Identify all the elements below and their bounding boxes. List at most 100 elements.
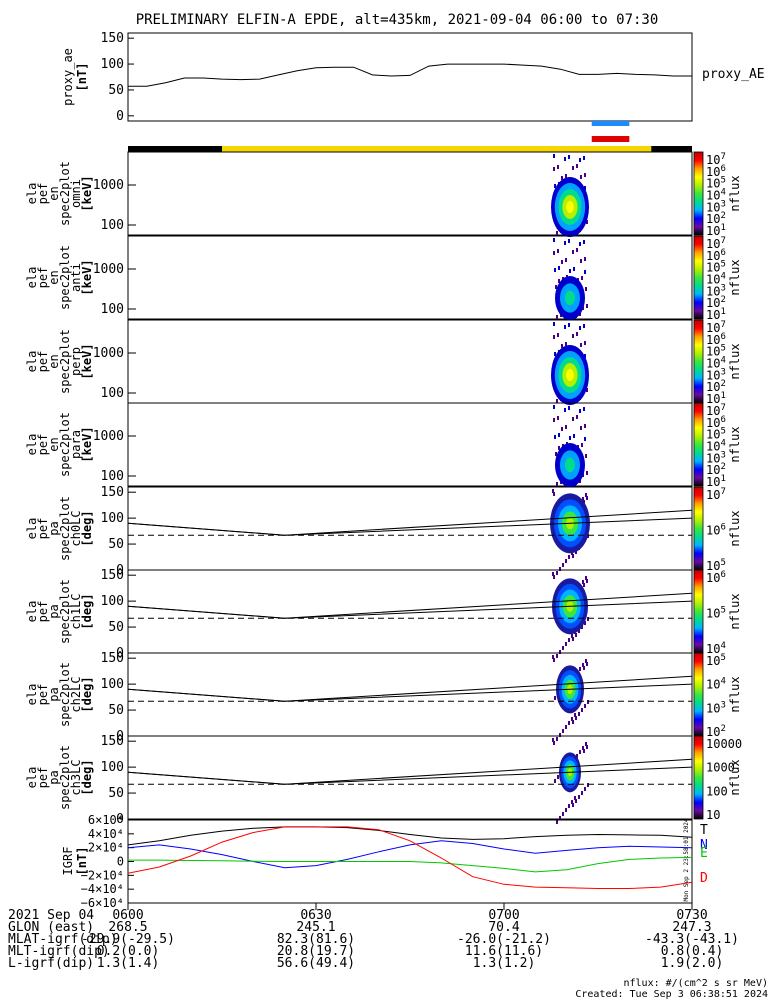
spectrogram-pixel [586,471,588,475]
colorbar-tick-label: 106 [706,570,726,585]
spectrogram-pixel [561,260,563,264]
spectrogram-pixel [584,257,586,261]
pitch-angle-pixel [572,554,574,558]
igrf-ytick-label: 2×10⁴ [88,841,124,855]
igrf-ylabel-unit: [nT] [75,847,89,876]
pitch-angle-pixel [554,779,556,783]
igrf-ytick-label: −2×10⁴ [81,868,124,882]
spectrogram-frame [127,402,693,487]
colorbar-label: nflux [728,259,742,295]
panel-ylabel: spec2plot [58,745,72,810]
spectrogram-pixel [558,446,560,450]
spectrogram-blob [566,369,574,381]
pitch-angle-ytick-label: 100 [101,760,124,775]
footer-row-label: L-igrf(dip) [8,956,94,971]
pitch-angle-pixel [559,816,561,820]
panel-ylabel: [deg] [80,676,94,712]
colorbar-label: nflux [728,175,742,211]
pitch-angle-pixel [583,666,585,670]
panel-ylabel: spec2plot [58,662,72,727]
pitch-angle-ytick-label: 100 [101,677,124,692]
pitch-angle-pixel [586,579,588,583]
colorbar-tick-exp: 6 [720,415,725,425]
spectrogram-pixel [583,240,585,244]
spectrogram-panel: 1000100elapefenspec2plotomni[keV]1071061… [25,151,742,238]
colorbar-tick-exp: 7 [720,487,725,497]
spectrogram-pixel [580,259,582,263]
panel-ylabel: spec2plot [58,412,72,477]
colorbar-tick-exp: 4 [720,439,725,449]
spectrogram-pixel [568,406,570,410]
panel-ylabel: pef [36,767,50,789]
spectrogram-pixel [564,408,566,412]
pitch-angle-ytick-label: 150 [101,734,124,749]
spectrogram-pixel [586,220,588,224]
pitch-angle-pixel [581,708,583,712]
spectrogram-pixel [555,285,557,289]
spectrogram-frame [127,319,693,404]
spectrogram-panel: 1000100elapefenspec2plotanti[keV]1071061… [25,235,742,322]
spectrogram-pixel [585,287,587,291]
pitch-angle-pixel [552,489,554,493]
pitch-angle-pixel [582,580,584,584]
spectrogram-pixel [554,352,556,356]
igrf-legend-T: T [700,823,708,838]
panel-ylabel: ela [25,518,39,540]
top-ylabel-unit: [nT] [75,63,89,92]
colorbar-tick-exp: 1 [720,307,725,317]
panel-ylabel: ch2LC [69,676,83,712]
footer-value: 82.3(81.6) [277,932,355,947]
spectrogram-pixel [572,334,574,338]
pitch-angle-ytick-label: 150 [101,651,124,666]
colorbar-tick-exp: 6 [720,523,725,533]
spectrogram-pixel [565,342,567,346]
spectrogram-pixel [556,399,558,403]
spectrogram-pixel [564,157,566,161]
panel-ylabel: pef [36,351,50,373]
pitch-angle-pixel [553,492,555,496]
pitch-angle-pixel [579,667,581,671]
colorbar-label: nflux [728,510,742,546]
colorbar-rect [693,486,704,571]
panel-ylabel: en [47,437,61,451]
spectrogram-blob [565,457,575,473]
panel-ylabel: spec2plot [58,579,72,644]
pitch-angle-pixel [574,713,576,717]
spectrogram-panel: 1000100elapefenspec2plotperp[keV]1071061… [25,319,742,406]
spectrogram-pixel [576,164,578,168]
spectrogram-pixel [586,388,588,392]
shadow-bar-left [128,146,222,152]
panel-ylabel: en [47,354,61,368]
pitch-angle-ytick-label: 100 [101,594,124,609]
spectrogram-pixel [568,323,570,327]
igrf-legend-N: N [700,838,708,853]
spectrogram-pixel [554,184,556,188]
colorbar-tick-exp: 1 [720,474,725,484]
shadow-bar-right [651,146,692,152]
colorbar-rect [693,151,704,236]
pitch-angle-pixel [562,563,564,567]
colorbar-tick-exp: 7 [720,236,725,246]
spectrogram-pixel [572,417,574,421]
footer-value: -26.0(-21.2) [457,932,551,947]
anti-loss-cone-line [127,509,693,536]
spectrogram-pixel [568,155,570,159]
panel-ylabel: spec2plot [58,329,72,394]
colorbar-tick-label: 105 [706,653,726,668]
panel-ylabel: pa [47,521,61,535]
pitch-angle-pixel [574,796,576,800]
panel-ylabel: ela [25,767,39,789]
pitch-angle-pixel [582,746,584,750]
spectrogram-pixel [553,322,555,326]
footer-value: -29.9(-29.5) [81,932,175,947]
footer-value: 0700 [488,908,519,923]
pitch-angle-pixel [581,791,583,795]
igrf-ylabel: IGRF [61,847,75,876]
spectrogram-pixel [564,325,566,329]
sunlight-bar [222,146,652,152]
colorbar-label: nflux [728,343,742,379]
pitch-angle-pixel [552,572,554,576]
pitch-angle-pixel [575,716,577,720]
panel-ylabel: ela [25,267,39,289]
